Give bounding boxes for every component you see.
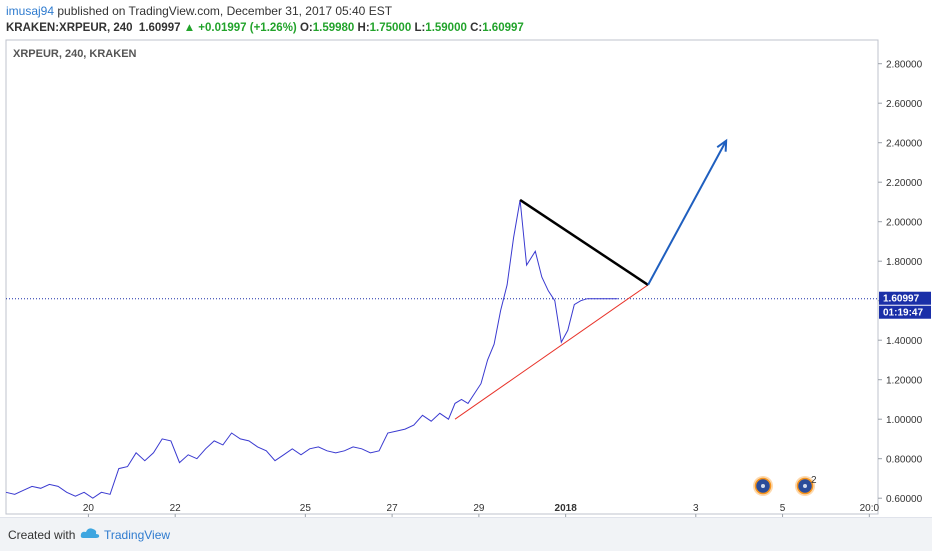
- event-icon-group[interactable]: [795, 476, 815, 496]
- close-label: C:: [470, 22, 483, 34]
- y-tick-label: 1.80000: [886, 257, 923, 268]
- support-trendline[interactable]: [454, 284, 649, 420]
- x-tick-label: 29: [473, 503, 485, 514]
- price-tags: 1.60997 01:19:47: [879, 291, 931, 319]
- low-label: L:: [414, 22, 426, 34]
- publish-line: imusaj94 published on TradingView.com, D…: [6, 3, 524, 19]
- low-value: 1.59000: [425, 22, 467, 34]
- projection-arrow[interactable]: [647, 140, 728, 286]
- event-icons[interactable]: 2: [753, 475, 817, 496]
- x-tick-label: 25: [300, 503, 312, 514]
- open-value: 1.59980: [312, 22, 355, 34]
- close-value: 1.60997: [482, 22, 524, 34]
- created-with-text: Created with: [8, 528, 76, 542]
- x-tick-label: 27: [387, 503, 399, 514]
- y-tick-label: 1.00000: [886, 415, 923, 426]
- price-axis[interactable]: 0.600000.800001.000001.200001.400001.600…: [878, 60, 923, 506]
- x-tick-label: 22: [170, 503, 182, 514]
- y-tick-label: 1.40000: [886, 336, 923, 347]
- time-axis[interactable]: 20 22 25 27 29 2018 3 5 20:0: [83, 503, 880, 517]
- chart-header: imusaj94 published on TradingView.com, D…: [6, 3, 524, 36]
- high-label: H:: [357, 22, 370, 34]
- chart-title: XRPEUR, 240, KRAKEN: [13, 48, 137, 60]
- resistance-trendline[interactable]: [519, 198, 649, 286]
- publish-info: published on TradingView.com, December 3…: [57, 4, 393, 18]
- footer-bar: Created with TradingView: [0, 517, 932, 551]
- x-tick-label: 20: [83, 503, 95, 514]
- x-tick-label: 5: [780, 503, 786, 514]
- y-tick-label: 0.80000: [886, 455, 923, 466]
- arrow-head-icon: [716, 138, 728, 152]
- y-tick-label: 2.80000: [886, 60, 923, 71]
- price-change: ▲ +0.01997 (+1.26%): [183, 22, 297, 34]
- y-tick-label: 2.60000: [886, 99, 923, 110]
- countdown-tag: [879, 305, 931, 319]
- event-icon[interactable]: [753, 476, 773, 496]
- y-tick-label: 2.00000: [886, 218, 923, 229]
- event-badge-count: 2: [811, 475, 817, 486]
- y-tick-label: 1.20000: [886, 376, 923, 387]
- x-tick-label: 3: [693, 503, 699, 514]
- y-tick-label: 2.40000: [886, 139, 923, 150]
- price-series-line: [5, 199, 618, 499]
- y-tick-label: 2.20000: [886, 178, 923, 189]
- current-price-tag-label: 1.60997: [883, 294, 920, 305]
- drawing-tools[interactable]: [454, 138, 728, 420]
- plot-border: [5, 39, 879, 515]
- author-link[interactable]: imusaj94: [6, 4, 55, 18]
- y-tick-label: 0.60000: [886, 494, 923, 505]
- price-chart[interactable]: XRPEUR, 240, KRAKEN 0.60000 0.80000 1.0000…: [0, 0, 932, 517]
- last-price: 1.60997: [138, 22, 181, 34]
- x-tick-label: 20:0: [860, 503, 880, 514]
- x-tick-label: 2018: [555, 503, 578, 514]
- high-value: 1.75000: [369, 22, 412, 34]
- open-label: O:: [299, 22, 313, 34]
- tradingview-cloud-icon: [80, 528, 100, 538]
- current-price-tag: [879, 291, 931, 305]
- countdown-tag-label: 01:19:47: [883, 308, 923, 319]
- ohlc-line: KRAKEN:XRPEUR, 240 1.60997 ▲ +0.01997 (+…: [6, 20, 524, 36]
- ticker-label: KRAKEN:XRPEUR, 240: [6, 22, 133, 34]
- tradingview-link[interactable]: TradingView: [104, 528, 171, 542]
